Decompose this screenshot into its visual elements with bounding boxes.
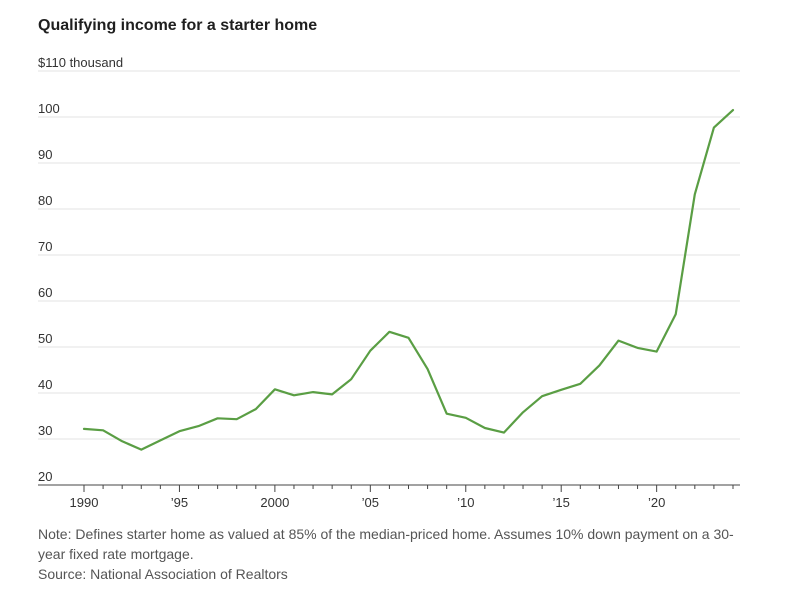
chart-notes: Note: Defines starter home as valued at … — [38, 524, 750, 584]
y-tick-label: 100 — [38, 101, 60, 116]
y-tick-label: 40 — [38, 377, 52, 392]
y-tick-label: 20 — [38, 469, 52, 484]
x-tick-label: ’10 — [457, 495, 474, 510]
x-tick-label: ’05 — [362, 495, 379, 510]
y-axis-unit-label: $110 thousand — [38, 55, 123, 70]
series-line — [82, 109, 735, 451]
x-tick-label: 2000 — [260, 495, 289, 510]
y-tick-label: 50 — [38, 331, 52, 346]
chart-title: Qualifying income for a starter home — [38, 17, 318, 34]
y-axis-ticks: 20 30 40 50 60 70 80 90 100 — [38, 101, 60, 484]
x-tick-label: ’15 — [553, 495, 570, 510]
y-tick-label: 70 — [38, 239, 52, 254]
grid-lines — [38, 70, 740, 486]
note-text: Note: Defines starter home as valued at … — [38, 526, 734, 562]
y-tick-label: 80 — [38, 193, 52, 208]
y-tick-label: 90 — [38, 147, 52, 162]
y-tick-label: 60 — [38, 285, 52, 300]
x-tick-label: ’95 — [171, 495, 188, 510]
x-axis-ticks: 1990 ’95 2000 ’05 ’10 ’15 ’20 — [70, 485, 734, 510]
source-text: Source: National Association of Realtors — [38, 566, 288, 582]
y-tick-label: 30 — [38, 423, 52, 438]
x-tick-label: 1990 — [70, 495, 99, 510]
x-tick-label: ’20 — [648, 495, 665, 510]
